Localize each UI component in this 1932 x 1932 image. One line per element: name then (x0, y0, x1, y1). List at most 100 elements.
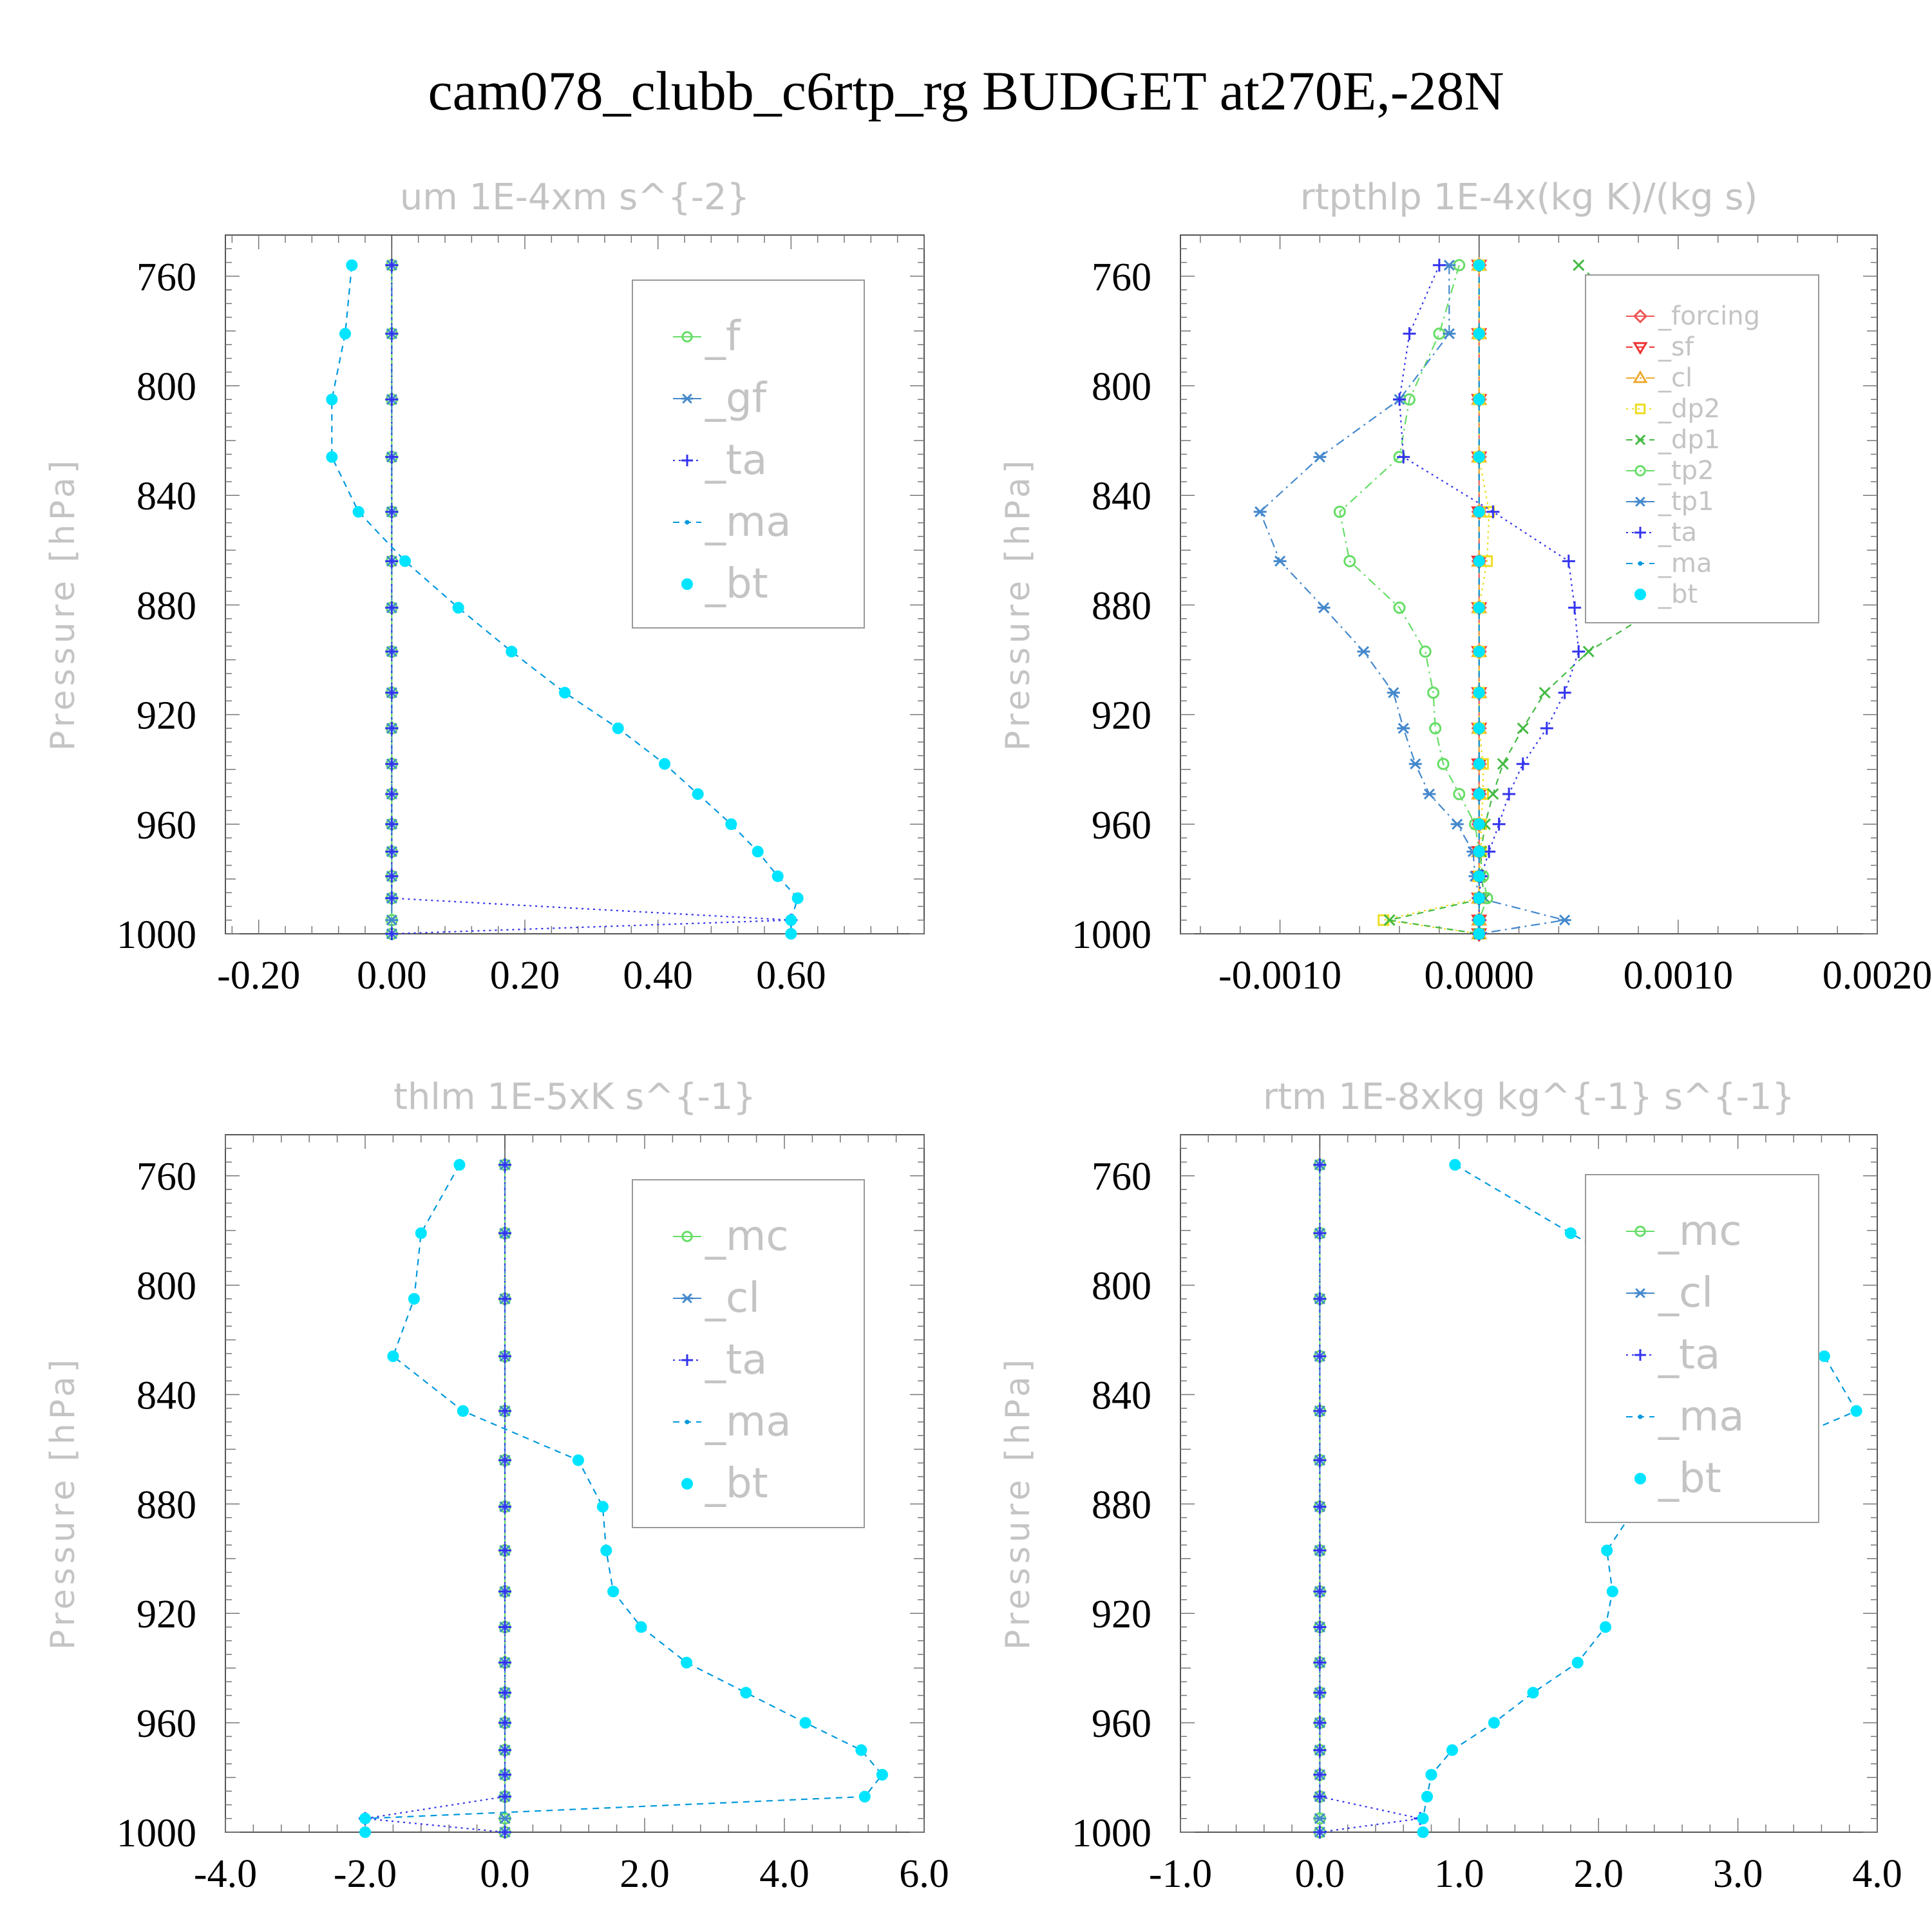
data-point (1417, 1826, 1429, 1839)
x-tick-label: -1.0 (1149, 1852, 1212, 1896)
series-bt (359, 1159, 888, 1839)
data-point (385, 601, 399, 614)
plot-frame (225, 1134, 925, 1833)
data-point (385, 845, 399, 858)
data-point (1473, 687, 1485, 699)
x-tick-label: 0.0 (480, 1852, 530, 1896)
data-point (385, 505, 399, 518)
data-point (1473, 846, 1485, 858)
data-point (1313, 1716, 1327, 1730)
legend-item: _gf (673, 375, 768, 422)
data-point (1446, 1744, 1459, 1756)
data-point (385, 891, 399, 905)
data-point (1425, 1768, 1437, 1781)
data-point (498, 1743, 511, 1757)
series-bt (326, 259, 804, 940)
x-tick-label: 0.40 (623, 954, 693, 998)
y-tick-label: 920 (137, 694, 196, 738)
data-point (498, 1404, 511, 1417)
series-ta (385, 258, 798, 940)
legend: _forcing_sf_cl_dp2_dp1_tp2_tp1_ta_ma_bt (1585, 274, 1819, 623)
data-point (498, 1716, 511, 1730)
legend-item: _bt (1634, 1455, 1721, 1502)
legend-label: _ma (705, 1398, 791, 1446)
data-point (498, 1813, 511, 1824)
data-point (387, 1350, 399, 1363)
data-point (498, 1620, 511, 1634)
legend: _f _gf _ta _ma _bt (632, 279, 865, 629)
data-point (498, 1826, 511, 1839)
data-point (1313, 1813, 1327, 1824)
legend-label: _f (705, 313, 741, 361)
y-tick-label: 960 (137, 804, 196, 848)
data-point (1313, 1656, 1327, 1669)
series-tp1 (1253, 260, 1571, 940)
data-point (1572, 645, 1586, 658)
figure-title: cam078_clubb_c6rtp_rg BUDGET at270E,-28N (428, 60, 1504, 122)
x-tick-label: 2.0 (1573, 1852, 1624, 1896)
data-point (1573, 259, 1585, 271)
legend-item: _sf (1626, 332, 1694, 362)
data-point (1417, 1812, 1429, 1824)
y-tick-label: 840 (1092, 475, 1151, 518)
y-axis-label: Pressure [hPa] (999, 1356, 1037, 1650)
data-point (752, 846, 764, 858)
data-point (1423, 788, 1436, 800)
legend-item: _dp2 (1626, 394, 1720, 424)
chart-panel-4: rtm 1E-8xkg kg^{-1} s^{-1} Pressure [hPa]… (999, 1076, 1902, 1896)
legend-label: _dp1 (1658, 425, 1720, 455)
data-point (876, 1768, 888, 1781)
data-point (1473, 870, 1485, 882)
data-point (1606, 1586, 1618, 1598)
data-point (1486, 505, 1500, 518)
data-point (772, 870, 784, 882)
data-point (1850, 1405, 1862, 1417)
y-tick-label: 760 (1092, 1155, 1151, 1199)
data-point (1473, 506, 1485, 518)
data-point (385, 869, 399, 883)
chart-panel-1: um 1E-4xm s^{-2} Pressure [hPa] -0.20 0.00 0… (44, 176, 925, 998)
x-tick-label: -0.20 (217, 954, 300, 998)
legend-item: _ma (673, 498, 791, 546)
y-tick-label: 840 (137, 475, 196, 518)
data-point (1540, 721, 1553, 735)
data-point (1599, 1621, 1612, 1633)
series-line (1259, 265, 1565, 935)
axis-ticks (225, 1135, 925, 1833)
data-point (498, 1226, 511, 1240)
y-tick-label: 1000 (1072, 913, 1151, 957)
data-point (1403, 327, 1416, 341)
data-point (1419, 645, 1432, 658)
data-point (498, 1656, 511, 1669)
y-tick-label: 1000 (1072, 1812, 1151, 1855)
legend-label: _bt (1658, 1455, 1721, 1502)
data-point (1473, 927, 1485, 940)
data-point (1487, 788, 1499, 800)
data-point (498, 1544, 511, 1557)
y-tick-label: 800 (1092, 365, 1151, 409)
y-axis-label: Pressure [hPa] (999, 457, 1037, 751)
data-point (385, 721, 399, 735)
x-tick-label: 0.20 (490, 954, 560, 998)
data-point (1473, 601, 1485, 614)
axis-ticks (1180, 235, 1878, 934)
data-point (1387, 687, 1400, 699)
data-point (1313, 1544, 1327, 1557)
data-point (799, 1717, 811, 1729)
data-point (635, 1621, 647, 1633)
data-point (1313, 1158, 1327, 1171)
data-point (1313, 1454, 1327, 1467)
data-point (1582, 645, 1595, 658)
data-point (1397, 450, 1410, 464)
data-point (600, 1544, 612, 1557)
data-point (498, 1500, 511, 1513)
data-point (498, 1585, 511, 1598)
data-point (385, 757, 399, 771)
data-point (1313, 1620, 1327, 1634)
x-tick-label: 4.0 (1852, 1852, 1902, 1896)
legend-label: _dp2 (1658, 394, 1720, 424)
data-point (785, 927, 797, 940)
legend-item: _cl (1626, 363, 1692, 393)
x-tick-label: 4.0 (759, 1852, 810, 1896)
y-tick-label: 760 (137, 256, 196, 299)
